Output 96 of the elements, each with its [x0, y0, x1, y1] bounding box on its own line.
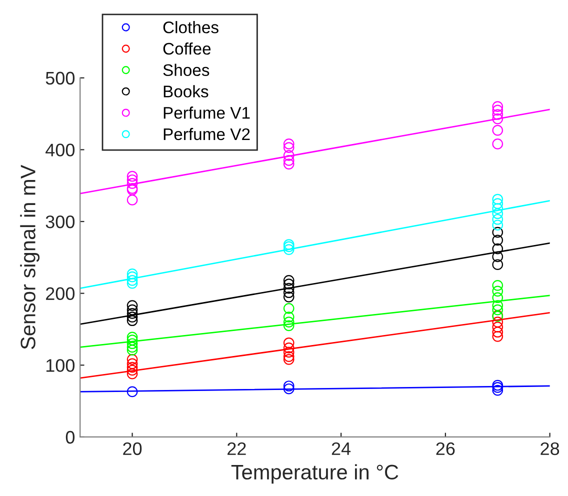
y-tick-label: 0: [66, 430, 75, 444]
point: [492, 316, 504, 328]
point: [126, 344, 138, 356]
y-tick-label: 100: [46, 359, 75, 372]
point: [492, 138, 504, 150]
point: [492, 322, 504, 333]
point: [126, 354, 138, 365]
point: [126, 174, 138, 186]
point: [492, 109, 504, 120]
point: [126, 308, 138, 319]
point: [492, 384, 504, 396]
point: [283, 282, 294, 294]
legend-label: Perfume V1: [164, 106, 250, 119]
point: [492, 259, 504, 270]
point: [283, 138, 294, 150]
point: [492, 104, 504, 116]
point: [126, 342, 138, 353]
point: [126, 304, 138, 316]
point: [126, 386, 138, 398]
point: [492, 300, 504, 311]
point: [492, 214, 504, 225]
legend-label: Coffee: [163, 42, 211, 55]
point: [283, 278, 294, 290]
point: [283, 316, 294, 328]
point: [492, 208, 504, 220]
y-tick-label: 200: [46, 287, 75, 300]
point: [492, 286, 504, 297]
point: [283, 312, 294, 322]
point: [283, 346, 294, 358]
point: [126, 274, 138, 286]
point: [492, 280, 504, 291]
point: [126, 178, 138, 189]
point: [283, 351, 294, 362]
y-tick-label: 400: [46, 144, 75, 156]
point: [492, 382, 504, 393]
point: [492, 226, 504, 238]
y-tick-label: 300: [46, 215, 75, 228]
legend-label: Shoes: [163, 64, 210, 76]
point: [492, 198, 504, 209]
point: [283, 354, 294, 365]
point: [492, 243, 504, 254]
point: [126, 332, 138, 343]
point: [492, 220, 504, 231]
point: [492, 234, 504, 246]
point: [283, 380, 294, 392]
point: [492, 304, 504, 316]
point: [283, 158, 294, 170]
point: [283, 150, 294, 161]
point: [283, 155, 294, 166]
point: [126, 170, 138, 182]
point: [492, 326, 504, 338]
point: [283, 287, 294, 298]
point: [283, 292, 294, 302]
point: [283, 383, 294, 394]
point: [126, 271, 138, 282]
point: [126, 268, 138, 280]
point: [492, 380, 504, 391]
y-tick-label: 500: [46, 72, 75, 85]
point: [492, 292, 504, 304]
point: [283, 274, 294, 286]
point: [492, 124, 504, 136]
point: [126, 278, 138, 289]
point: [283, 142, 294, 153]
point: [126, 338, 138, 350]
point: [492, 251, 504, 262]
point: [126, 362, 138, 373]
point: [492, 331, 504, 342]
point: [126, 300, 138, 311]
point: [283, 303, 294, 314]
y-axis-title: Sensor signal in mV: [20, 164, 40, 350]
point: [126, 315, 138, 326]
legend-label: Books: [164, 85, 208, 98]
point: [492, 194, 504, 205]
point: [492, 203, 504, 214]
point: [283, 241, 294, 252]
point: [283, 342, 294, 354]
point: [283, 244, 294, 255]
point: [283, 320, 294, 332]
point: [126, 334, 138, 346]
point: [126, 312, 138, 322]
point: [126, 194, 138, 206]
legend-label: Perfume V2: [164, 128, 250, 140]
x-tick-label: 20: [123, 442, 142, 456]
x-tick-label: 26: [436, 442, 455, 456]
point: [492, 101, 504, 112]
legend-label: Clothes: [163, 21, 218, 34]
point: [126, 364, 138, 376]
x-axis-title: Temperature in °C: [231, 464, 398, 484]
point: [283, 337, 294, 348]
point: [126, 358, 138, 370]
point: [126, 368, 138, 380]
x-tick-label: 22: [228, 442, 246, 455]
point: [283, 239, 294, 250]
x-tick-label: 24: [332, 442, 351, 455]
x-tick-label: 28: [540, 442, 560, 456]
point: [492, 113, 504, 124]
